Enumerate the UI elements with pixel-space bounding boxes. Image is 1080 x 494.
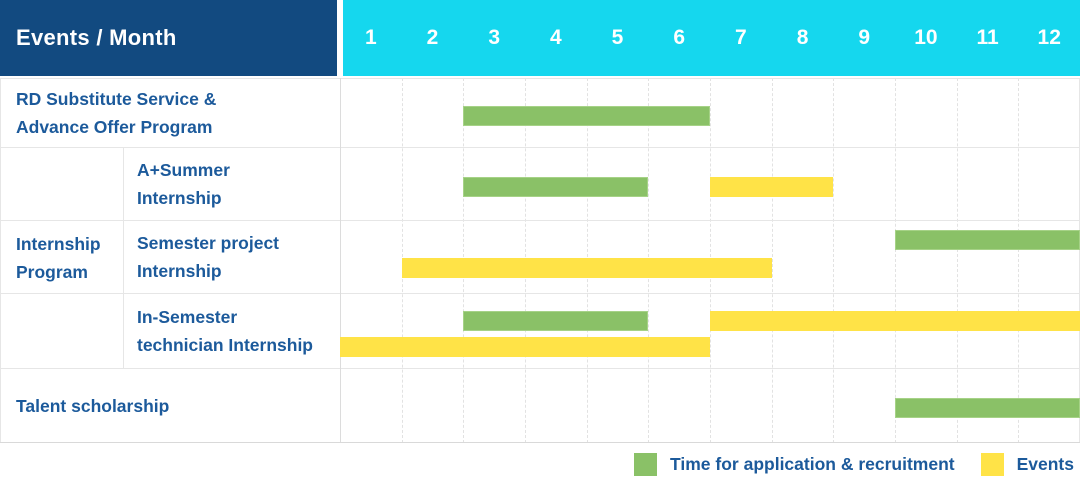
label-line: Semester project [137, 232, 280, 253]
row-separator [0, 293, 1080, 294]
sub-column-divider [123, 147, 124, 368]
application-bar-m10-m12 [895, 230, 1080, 250]
application-color-swatch [634, 453, 658, 476]
legend-label-events: Events [1016, 454, 1074, 474]
month-gridline [833, 78, 835, 443]
label-line: Internship [137, 187, 222, 208]
month-header-1: 1 [364, 26, 377, 49]
application-bar-m3-m5 [463, 177, 649, 197]
events-month-header-cell: Events / Month [0, 0, 337, 76]
event-bar-m7-m8 [710, 177, 834, 197]
month-gridline [1018, 78, 1020, 443]
label-column-divider [340, 78, 341, 443]
label-line: In-Semester [137, 306, 238, 327]
application-bar-m3-m6 [463, 106, 710, 126]
legend: Time for application & recruitment Event… [634, 453, 1074, 476]
month-header-8: 8 [796, 26, 809, 49]
gantt-table: Events / Month 1 2 3 4 5 6 7 8 9 10 11 12 RD Substi… [0, 0, 1080, 443]
row-separator [0, 147, 1080, 148]
month-header-2: 2 [426, 26, 439, 49]
label-line: Internship [16, 233, 101, 254]
label-line: A+Summer [137, 159, 230, 180]
label-line: technician Internship [137, 334, 313, 355]
legend-item-events: Events [980, 453, 1074, 476]
label-line: Advance Offer Program [16, 116, 213, 137]
month-gridline [895, 78, 896, 443]
event-bar-m1-m6 [340, 337, 710, 357]
task-label: Semester project Internship [137, 229, 279, 285]
task-label: In-Semester technician Internship [137, 303, 313, 359]
month-header-12: 12 [1037, 26, 1061, 49]
label-line: RD Substitute Service & [16, 88, 217, 109]
group-label: Internship Program [16, 230, 101, 286]
event-bar-m7-m12 [710, 311, 1080, 331]
application-bar-m3-m5 [463, 311, 649, 331]
row-separator [0, 368, 1080, 369]
month-gridline [956, 78, 958, 443]
months-header-row: 1 2 3 4 5 6 7 8 9 10 11 12 [340, 0, 1080, 76]
group-label: RD Substitute Service & Advance Offer Pro… [16, 85, 216, 141]
label-line: Talent scholarship [16, 395, 170, 416]
month-gridline [771, 78, 773, 443]
application-bar-m10-m12 [895, 398, 1080, 418]
month-header-11: 11 [976, 26, 999, 49]
month-header-9: 9 [858, 26, 871, 49]
events-month-label: Events / Month [16, 25, 177, 50]
event-bar-m2-m7 [401, 258, 772, 278]
row-separator [0, 220, 1080, 221]
month-header-3: 3 [488, 26, 501, 49]
months-header-strip [343, 0, 1080, 76]
legend-label-application: Time for application & recruitment [670, 454, 955, 474]
month-header-7: 7 [735, 26, 747, 49]
label-line: Program [16, 261, 88, 282]
month-header-6: 6 [673, 26, 686, 49]
table-left-border [0, 78, 1, 443]
month-header-5: 5 [611, 26, 624, 49]
month-header-4: 4 [550, 26, 562, 49]
group-label: Talent scholarship [16, 392, 169, 420]
events-color-swatch [980, 453, 1004, 476]
row-separator [0, 78, 1080, 79]
legend-item-application: Time for application & recruitment [634, 453, 955, 476]
task-label: A+Summer Internship [137, 156, 230, 212]
table-bottom-border [0, 442, 1080, 443]
month-header-10: 10 [914, 26, 938, 49]
label-line: Internship [137, 260, 222, 281]
